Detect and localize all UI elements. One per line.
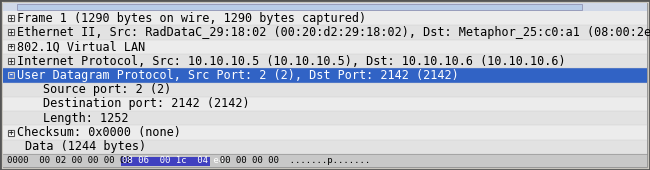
Text: Checksum: 0x0000 (none): Checksum: 0x0000 (none) xyxy=(17,126,181,139)
Bar xyxy=(3,11,647,25)
Bar xyxy=(3,97,647,111)
Bar xyxy=(8,72,14,78)
Text: User Datagram Protocol, Src Port: 2 (2), Dst Port: 2142 (2142): User Datagram Protocol, Src Port: 2 (2),… xyxy=(17,69,459,82)
Text: -: - xyxy=(8,71,13,80)
Bar xyxy=(3,111,647,125)
Bar xyxy=(3,40,647,54)
Text: Ethernet II, Src: RadDataC_29:18:02 (00:20:d2:29:18:02), Dst: Metaphor_25:c0:a1 : Ethernet II, Src: RadDataC_29:18:02 (00:… xyxy=(17,26,650,39)
Text: +: + xyxy=(8,42,13,51)
Text: Destination port: 2142 (2142): Destination port: 2142 (2142) xyxy=(43,97,250,111)
Bar xyxy=(8,130,14,135)
Text: +: + xyxy=(8,128,13,137)
Text: +: + xyxy=(8,14,13,23)
Bar xyxy=(3,125,647,140)
Bar xyxy=(3,25,647,40)
Text: 802.1Q Virtual LAN: 802.1Q Virtual LAN xyxy=(17,40,145,53)
Text: Source port: 2 (2): Source port: 2 (2) xyxy=(43,83,171,96)
Text: 08 06  00 1c  04 e4: 08 06 00 1c 04 e4 xyxy=(122,156,224,165)
Bar xyxy=(3,3,647,11)
Bar xyxy=(17,4,582,10)
Bar xyxy=(3,54,647,68)
Text: +: + xyxy=(8,57,13,66)
Bar xyxy=(3,68,647,82)
Bar xyxy=(3,154,647,167)
Bar xyxy=(3,82,647,97)
Bar xyxy=(8,44,14,50)
Text: Internet Protocol, Src: 10.10.10.5 (10.10.10.5), Dst: 10.10.10.6 (10.10.10.6): Internet Protocol, Src: 10.10.10.5 (10.1… xyxy=(17,55,566,67)
Text: 00 00 00 00  .......p.......: 00 00 00 00 .......p....... xyxy=(209,156,370,165)
Bar xyxy=(8,58,14,64)
Bar xyxy=(8,15,14,21)
Text: Length: 1252: Length: 1252 xyxy=(43,112,129,125)
Text: +: + xyxy=(8,28,13,37)
Text: Data (1244 bytes): Data (1244 bytes) xyxy=(25,140,146,153)
Text: 0000  00 02 00 00 00 00: 0000 00 02 00 00 00 00 xyxy=(7,156,142,165)
Bar xyxy=(8,29,14,36)
Bar xyxy=(3,140,647,154)
Text: Frame 1 (1290 bytes on wire, 1290 bytes captured): Frame 1 (1290 bytes on wire, 1290 bytes … xyxy=(17,12,366,25)
Bar xyxy=(121,157,211,166)
